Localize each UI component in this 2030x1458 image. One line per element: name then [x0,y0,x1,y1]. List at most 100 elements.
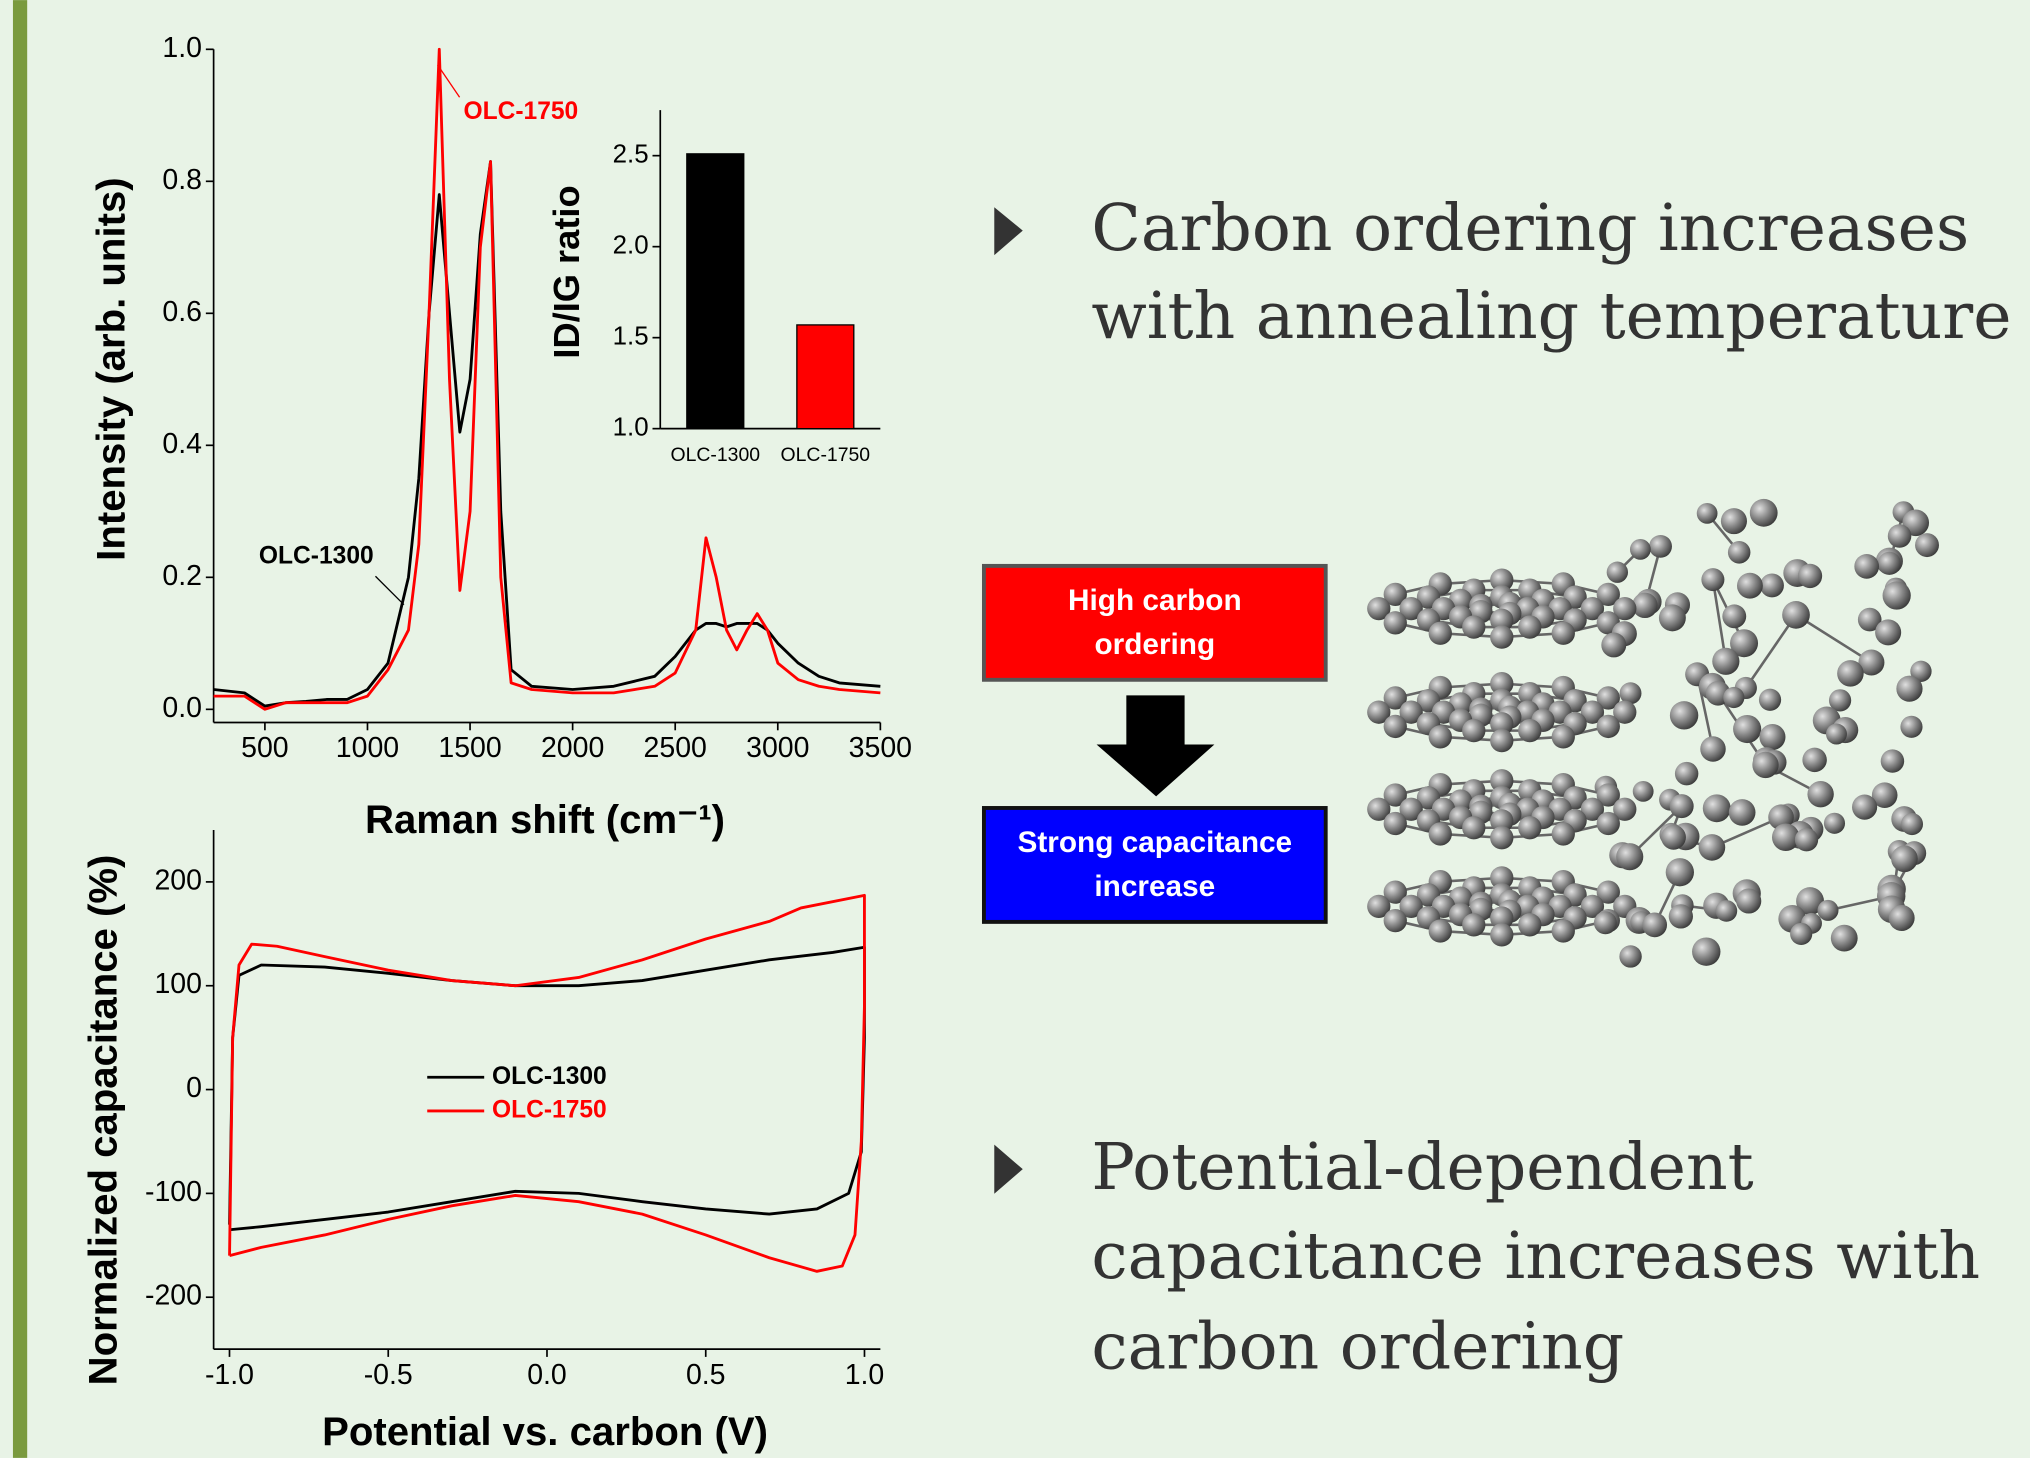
atom [1701,568,1725,592]
x-tick-label: -1.0 [205,1359,254,1391]
atom [1596,686,1620,710]
atom [1551,919,1575,943]
atom [1837,660,1864,687]
atom [1915,533,1939,558]
atom [1399,700,1423,724]
atom [1367,700,1391,724]
atom [1730,629,1759,658]
bullet-text: carbon ordering [1091,1310,1624,1385]
atom [1367,894,1391,919]
atom [1383,686,1407,710]
atom [1518,913,1542,937]
atom [1580,700,1605,724]
atom [1830,924,1858,952]
bar [796,324,855,430]
atom [1490,608,1514,632]
box-text: ordering [1094,628,1215,661]
y-tick-label: -200 [145,1280,202,1312]
y-axis-label: Intensity (arb. units) [89,177,134,560]
bond [1744,614,1798,689]
atom [1518,615,1542,639]
atom [1828,689,1852,712]
top-box [981,563,1328,682]
atom [1399,797,1423,821]
side-bar [12,0,28,1458]
atom [1619,945,1642,968]
atom [1891,845,1918,873]
atom [1632,780,1654,802]
atom [1593,911,1617,935]
atom [1596,783,1620,807]
atom [1596,880,1620,904]
atom [1383,783,1407,807]
atom [1696,502,1718,524]
atom [1896,675,1923,702]
y-tick-label: 0.0 [162,692,202,724]
x-axis-label: Raman shift (cm⁻¹) [365,797,725,842]
atom [1858,649,1885,676]
atom [1606,561,1629,583]
atom [1900,813,1924,836]
atom [1825,723,1847,745]
y-tick-label: 1.5 [613,322,649,350]
atom [1613,700,1637,724]
y-tick-label: 0.2 [162,560,202,592]
x-tick-label: OLC-1750 [781,444,871,466]
atom [1668,904,1693,929]
atom [1900,715,1923,738]
atom [1715,900,1738,922]
atom [1760,573,1784,598]
atom [1910,660,1932,682]
atom [1490,568,1514,592]
atom [1887,524,1912,548]
x-axis-label: Potential vs. carbon (V) [322,1409,768,1454]
y-tick-label: 0.6 [162,296,202,328]
atom [1490,826,1514,850]
bar [686,153,745,430]
atom [1399,596,1423,621]
atom [1796,887,1824,915]
y-tick-label: 1.0 [613,413,649,441]
series-line [213,160,881,708]
atom [1580,797,1605,821]
atom [1518,718,1542,743]
bullet-marker [994,1144,1023,1194]
atom [1882,581,1911,610]
atom [1462,816,1486,840]
atom [1428,621,1452,645]
atom [1817,899,1839,921]
atom [1399,894,1423,919]
atom [1601,632,1627,658]
atom [1367,596,1391,621]
x-tick-label: OLC-1300 [671,444,761,466]
atom [1877,551,1901,575]
atom [1807,780,1834,808]
y-tick-label: 0.8 [162,164,202,196]
bullet-marker [994,207,1023,256]
atom [1852,794,1878,820]
bond [1711,579,1728,662]
atom [1658,604,1686,632]
bottom-box [981,806,1328,924]
atom [1490,729,1514,753]
x-tick-label: 0.5 [686,1359,726,1391]
atom [1790,922,1813,946]
label-leader [374,575,405,606]
atom [1383,582,1407,607]
atom [1794,828,1819,852]
x-tick-label: 1.0 [845,1359,885,1391]
atom [1888,904,1915,931]
atom [1642,912,1668,938]
atom [1674,761,1699,786]
atom [1619,682,1642,705]
atom [1720,508,1747,535]
bullet-text: with annealing temperature [1091,279,2011,354]
atom [1462,718,1486,743]
atom [1383,611,1407,635]
arrow [1096,695,1215,797]
atom [1758,688,1782,711]
atom [1875,619,1902,646]
